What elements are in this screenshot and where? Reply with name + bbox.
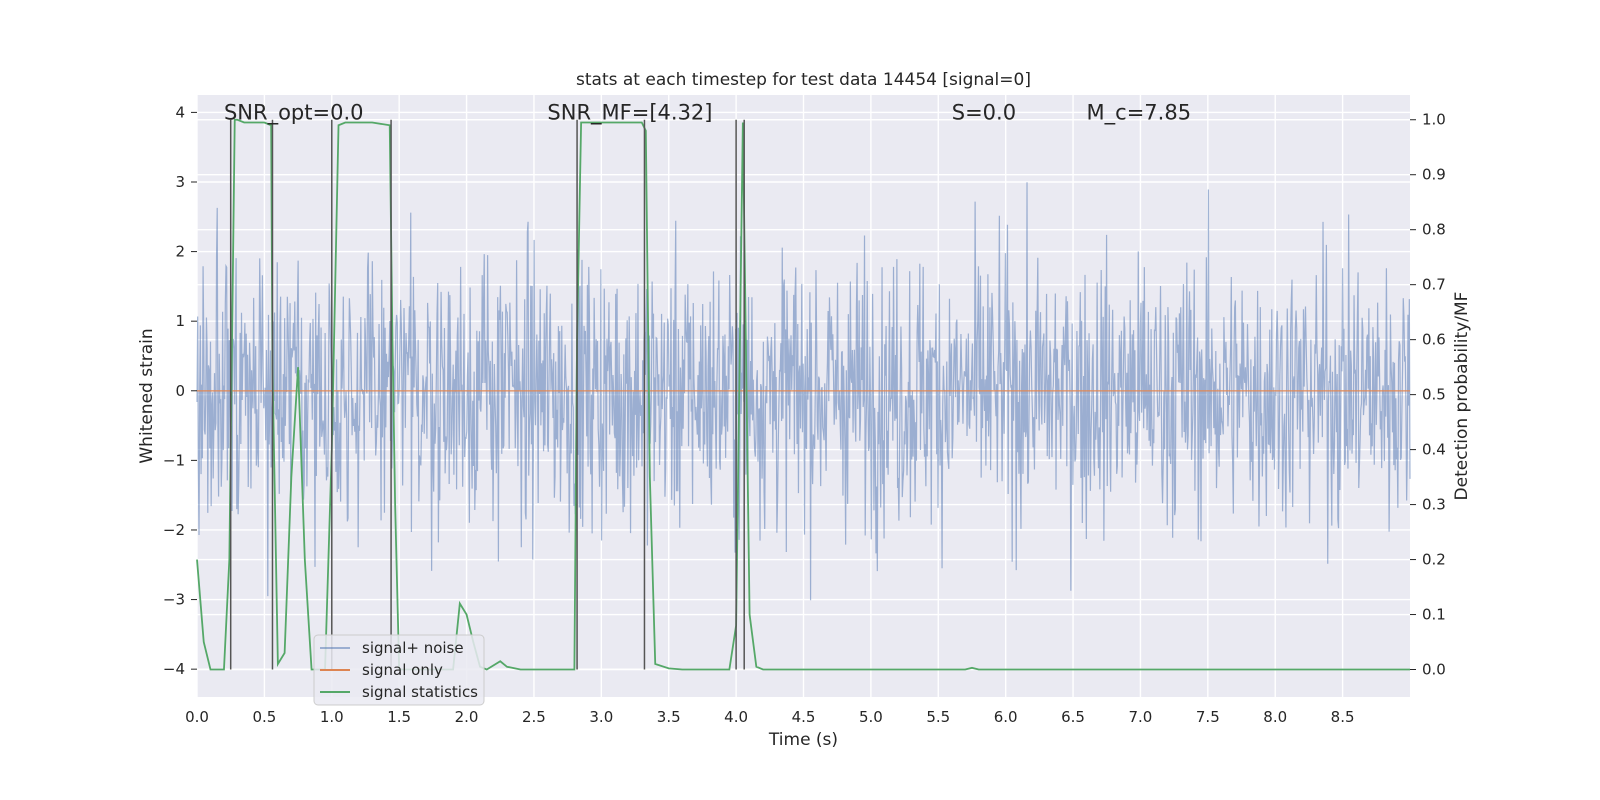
- y-tick-label-left: 3: [175, 173, 185, 191]
- x-tick-label: 2.5: [522, 708, 546, 726]
- x-axis: 0.0 0.5 1.0 1.5 2.0 2.5 3.0 3.5 4.0 4.5 5.0 5.5 6.0 6…: [185, 708, 1354, 726]
- annotation-snr: SNR_MF=[4.32]: [547, 100, 712, 125]
- legend-label: signal statistics: [362, 683, 478, 701]
- legend-label: signal+ noise: [362, 639, 464, 657]
- vertical-lines: [229, 119, 745, 670]
- y-axis-right-label: Detection probability/MF: [1452, 292, 1472, 501]
- y-tick-label-left: 1: [175, 312, 185, 330]
- y-tick-label-left: 2: [175, 243, 185, 261]
- legend-label: signal only: [362, 661, 443, 679]
- x-tick-label: 2.0: [455, 708, 479, 726]
- x-tick-label: 7.5: [1196, 708, 1220, 726]
- y-tick-label-left: −3: [163, 591, 185, 609]
- x-tick-label: 0.0: [185, 708, 209, 726]
- y-axis-left-label: Whitened strain: [137, 328, 157, 463]
- signal-statistics-line: [196, 118, 1410, 671]
- x-tick-label: 1.5: [387, 708, 411, 726]
- x-tick-label: 1.0: [320, 708, 344, 726]
- y-tick-label-left: −2: [163, 521, 185, 539]
- y-tick-label-right: 0.8: [1422, 221, 1446, 239]
- annotation-s: S=0.0: [952, 100, 1016, 124]
- y-tick-label-right: 1.0: [1422, 111, 1446, 129]
- legend-box: [313, 634, 485, 706]
- y-tick-label-left: −1: [163, 451, 185, 469]
- y-tick-label-right: 0.6: [1422, 331, 1446, 349]
- x-tick-label: 8.5: [1331, 708, 1355, 726]
- annotations: SNR_opt=0.0 SNR_MF=[4.32] S=0.0 M_c=7.85: [224, 100, 1191, 125]
- y-tick-label-right: 0.1: [1422, 606, 1446, 624]
- x-tick-label: 7.0: [1129, 708, 1153, 726]
- y-axis-right: 0.0 0.1 0.2 0.3 0.4 0.5 0.6 0.7 0.8 0.9 1.0: [1410, 111, 1446, 679]
- y-tick-label-left: 0: [175, 382, 185, 400]
- x-tick-label: 6.0: [994, 708, 1018, 726]
- x-tick-label: 8.0: [1263, 708, 1287, 726]
- y-tick-label-right: 0.2: [1422, 551, 1446, 569]
- x-tick-label: 5.0: [859, 708, 883, 726]
- x-tick-label: 3.0: [589, 708, 613, 726]
- x-tick-label: 3.5: [657, 708, 681, 726]
- x-tick-label: 0.5: [252, 708, 276, 726]
- series-signal-statistics: [196, 118, 1410, 671]
- y-tick-label-right: 0.9: [1422, 166, 1446, 184]
- x-axis-label: Time (s): [768, 730, 838, 750]
- legend: signal+ noise signal only signal statistic…: [313, 634, 485, 706]
- x-tick-label: 6.5: [1061, 708, 1085, 726]
- y-tick-label-right: 0.7: [1422, 276, 1446, 294]
- y-tick-label-right: 0.0: [1422, 661, 1446, 679]
- x-tick-label: 4.0: [724, 708, 748, 726]
- chart-title: stats at each timestep for test data 144…: [576, 70, 1031, 90]
- y-tick-label-right: 0.4: [1422, 441, 1446, 459]
- y-tick-label-left: 4: [175, 103, 185, 121]
- annotation-mc: M_c=7.85: [1087, 100, 1192, 125]
- x-tick-label: 5.5: [926, 708, 950, 726]
- y-tick-label-left: −4: [163, 660, 185, 678]
- annotation-snr-opt: SNR_opt=0.0: [224, 100, 364, 125]
- y-tick-label-right: 0.3: [1422, 496, 1446, 514]
- y-tick-label-right: 0.5: [1422, 386, 1446, 404]
- y-axis-left: −4 −3 −2 −1 0 1 2 3 4: [163, 103, 197, 678]
- x-tick-label: 4.5: [792, 708, 816, 726]
